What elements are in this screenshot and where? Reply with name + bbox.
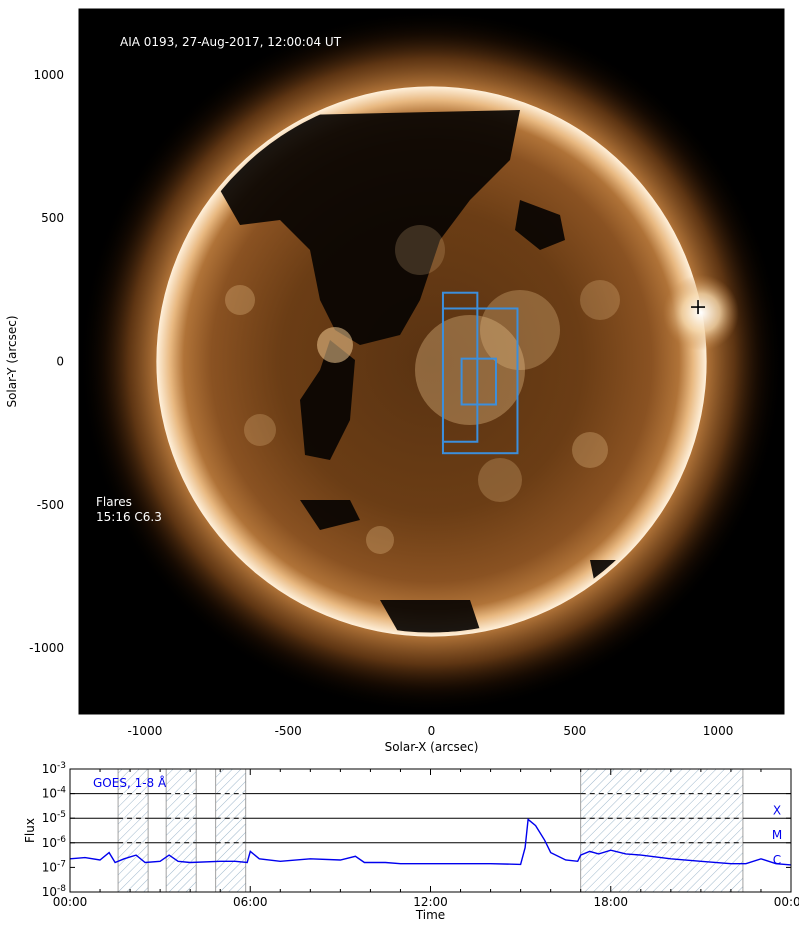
active-region-patch <box>244 414 276 446</box>
region-box <box>460 357 497 406</box>
class-level-label: M <box>772 828 782 842</box>
image-y-tick-label: 1000 <box>33 68 64 82</box>
image-y-axis-label: Solar-Y (arcsec) <box>5 315 19 407</box>
goes-y-tick-label: 10-8 <box>42 884 67 899</box>
goes-y-tick-label: 10-6 <box>42 835 67 850</box>
goes-y-tick-label: 10-4 <box>42 786 67 801</box>
shaded-interval <box>165 768 197 893</box>
active-region-patch <box>366 526 394 554</box>
active-region-patch <box>478 458 522 502</box>
goes-x-axis-label: Time <box>415 908 445 922</box>
flare-label: Flares <box>96 495 132 509</box>
flare-marker <box>691 300 706 315</box>
image-y-tick-label: -1000 <box>29 641 64 655</box>
image-x-tick-label: 0 <box>428 724 436 738</box>
coronal-hole <box>220 110 520 345</box>
image-x-tick-label: 500 <box>563 724 586 738</box>
image-y-tick-label: 500 <box>41 211 64 225</box>
active-region-patch <box>225 285 255 315</box>
shaded-interval <box>117 768 149 893</box>
image-x-tick-label: -1000 <box>127 724 162 738</box>
goes-panel: XMC 00:00 06:00 12:00 18:00 00:00 10-3 10-4 10-… <box>23 761 799 922</box>
goes-shaded-intervals <box>117 768 744 893</box>
goes-y-axis-label: Flux <box>23 818 37 843</box>
goes-x-tick-label: 00:00 <box>774 895 799 909</box>
goes-axis-ticks: 00:00 06:00 12:00 18:00 00:00 10-3 10-4 10-5 10-… <box>42 761 799 909</box>
goes-y-tick-label: 10-3 <box>42 761 66 776</box>
region-boxes <box>441 291 519 455</box>
coronal-hole <box>300 500 360 530</box>
active-region-patch <box>317 327 353 363</box>
goes-x-tick-label: 06:00 <box>233 895 268 909</box>
goes-class-levels: XMC <box>70 792 791 867</box>
image-y-tick-label: -500 <box>37 498 64 512</box>
goes-x-tick-label: 12:00 <box>413 895 448 909</box>
active-region-patch <box>580 280 620 320</box>
coronal-hole <box>300 340 355 460</box>
region-box <box>441 307 519 455</box>
class-level-label: X <box>773 804 781 818</box>
class-level-label: C <box>773 853 781 867</box>
coronal-hole <box>515 200 565 250</box>
image-x-tick-label: 1000 <box>703 724 734 738</box>
shaded-interval <box>215 768 247 893</box>
goes-x-tick-label: 18:00 <box>593 895 628 909</box>
image-title: AIA 0193, 27-Aug-2017, 12:00:04 UT <box>120 35 342 49</box>
coronal-hole <box>380 600 480 633</box>
active-region-patch <box>480 290 560 370</box>
goes-y-tick-label: 10-5 <box>42 810 66 825</box>
active-region-patch <box>572 432 608 468</box>
image-x-axis-label: Solar-X (arcsec) <box>385 740 479 754</box>
active-region-patch <box>395 225 445 275</box>
goes-y-tick-label: 10-7 <box>42 859 66 874</box>
image-y-tick-label: 0 <box>56 355 64 369</box>
image-axis-ticks: -1000 -500 0 500 1000 1000 500 0 -500 -1000 <box>29 9 784 738</box>
flare-entry: 15:16 C6.3 <box>96 510 162 524</box>
solar-image-panel: AIA 0193, 27-Aug-2017, 12:00:04 UT Flare… <box>5 8 785 754</box>
limb-bright-region <box>662 274 739 351</box>
shaded-interval <box>580 768 744 893</box>
goes-legend-label: GOES, 1-8 Å <box>93 775 167 790</box>
image-x-tick-label: -500 <box>275 724 302 738</box>
goes-x-tick-label: 00:00 <box>53 895 88 909</box>
goes-flux-line <box>69 818 792 866</box>
